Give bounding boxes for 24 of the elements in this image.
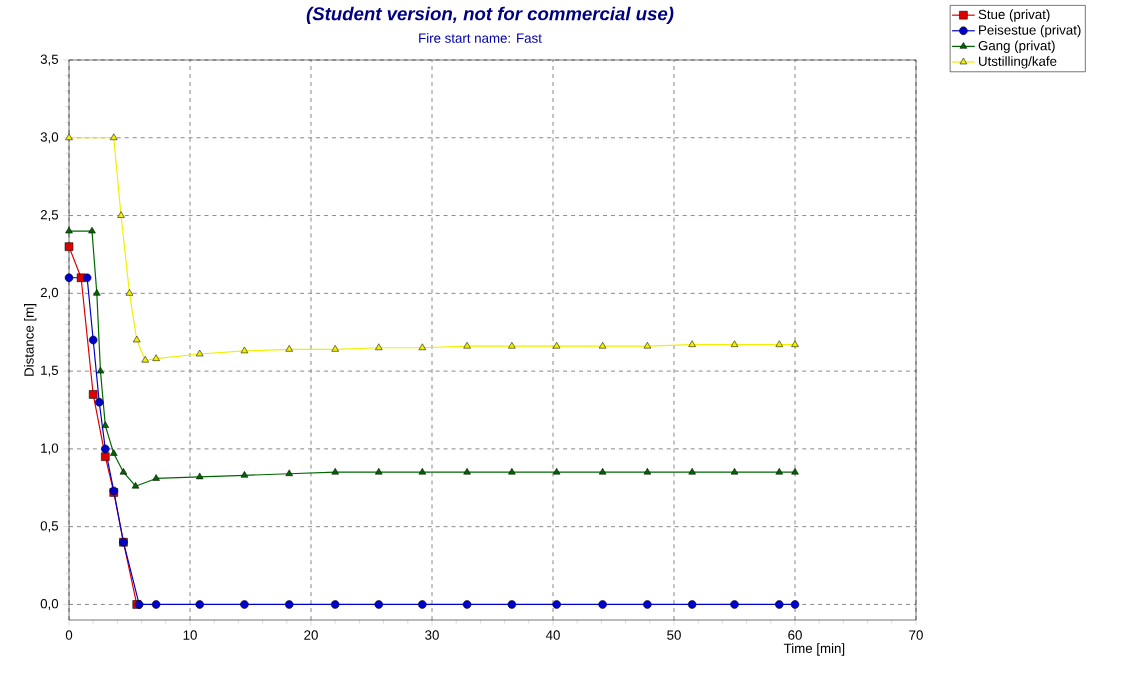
y-tick-label: 1,0 [41,443,59,455]
y-axis-title: Distance [m] [23,304,37,376]
x-tick-label: 0 [65,630,73,640]
x-tick-label: 40 [545,630,560,640]
x-tick-label: 60 [788,630,802,640]
chart-title: (Student version, not for commercial use) [306,6,674,25]
legend-label: Gang (privat) [978,40,1055,53]
y-tick-label: 1,5 [41,365,59,377]
x-tick-label: 10 [183,630,197,640]
y-tick-label: 0,5 [40,521,59,533]
x-tick-label: 50 [667,630,681,640]
chart-subtitle: Fire start name: Fast [419,33,542,43]
y-tick-label: 3,0 [40,132,59,144]
legend-label: Peisestue (privat) [979,24,1081,38]
x-tick-label: 20 [304,630,318,640]
legend-label: Utstilling/kafe [979,56,1057,69]
x-tick-label: 30 [425,630,439,640]
y-tick-label: 0,0 [40,598,59,610]
y-tick-label: 2,5 [40,210,59,222]
y-tick-label: 2,0 [40,287,59,299]
y-tick-label: 3,5 [40,54,59,66]
legend-label: Stue (privat) [978,9,1050,22]
x-tick-label: 70 [909,630,923,640]
x-axis-title: Time [min] [783,643,845,656]
